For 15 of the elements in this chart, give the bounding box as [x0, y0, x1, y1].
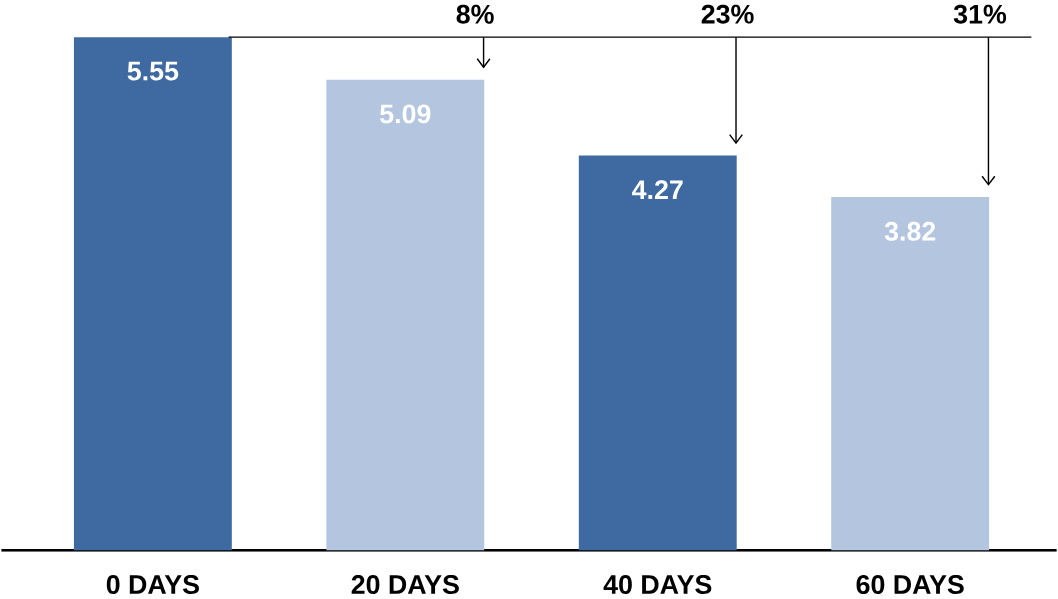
x-tick-label: 40 DAYS [603, 575, 712, 595]
text: 31% [953, 4, 1007, 24]
data-label: 4.27 [632, 180, 683, 200]
bar [578, 155, 737, 551]
bar [73, 37, 232, 551]
x-tick-label: 0 DAYS [106, 575, 199, 595]
x-tick-label: 20 DAYS [351, 575, 459, 595]
text: 23% [701, 4, 754, 24]
bar [326, 79, 485, 551]
bar [831, 197, 990, 551]
data-label: 5.55 [127, 61, 179, 81]
data-label: 3.82 [884, 221, 936, 241]
data-label: 5.09 [380, 104, 431, 124]
x-tick-label: 60 DAYS [856, 575, 964, 595]
text: 8% [456, 4, 494, 24]
